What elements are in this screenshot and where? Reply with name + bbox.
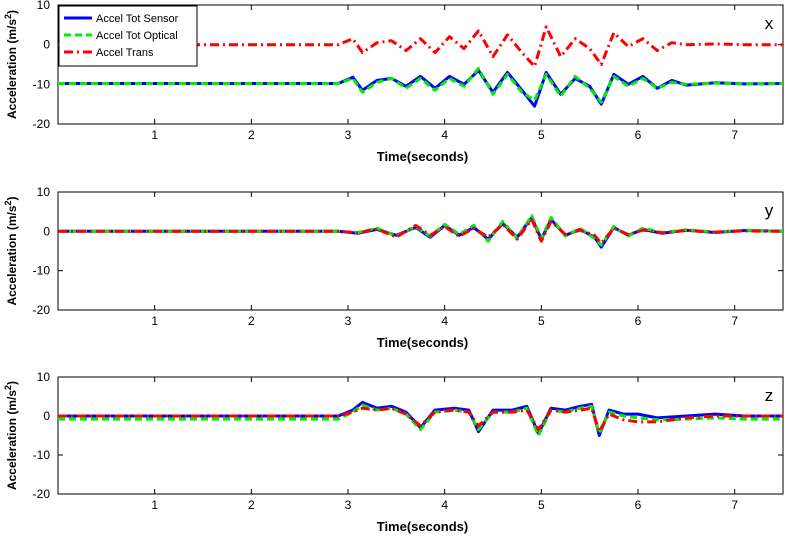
y-axis-label: Acceleration (m/s2) [3, 196, 19, 305]
x-tick-label: 1 [151, 498, 158, 512]
y-tick-label: -20 [33, 117, 51, 131]
x-tick-label: 7 [731, 498, 738, 512]
y-tick-label: -20 [33, 303, 51, 317]
plot-frame [57, 376, 784, 495]
legend-entry: Accel Tot Optical [96, 30, 178, 42]
x-tick-label: 3 [345, 498, 352, 512]
x-tick-label: 4 [441, 128, 448, 142]
y-tick-label: -20 [33, 487, 51, 501]
x-tick-label: 5 [538, 314, 545, 328]
series-line-accel-trans [58, 406, 783, 434]
x-axis-label: Time(seconds) [377, 335, 469, 350]
panel-label: y [765, 201, 774, 220]
series-line-accel-tot-optical [58, 67, 783, 104]
x-tick-label: 7 [731, 128, 738, 142]
y-tick-label: 10 [37, 185, 51, 199]
x-tick-label: 5 [538, 128, 545, 142]
x-axis-label: Time(seconds) [377, 149, 469, 164]
x-tick-label: 4 [441, 498, 448, 512]
x-axis-label: Time(seconds) [377, 519, 469, 534]
y-axis-label: Acceleration (m/s2) [3, 10, 19, 119]
y-tick-label: -10 [33, 264, 51, 278]
x-tick-label: 1 [151, 128, 158, 142]
x-tick-label: 3 [345, 128, 352, 142]
x-tick-label: 2 [248, 498, 255, 512]
y-tick-label: -10 [33, 77, 51, 91]
y-tick-label: 0 [43, 38, 50, 52]
series-line-accel-tot-optical [58, 403, 783, 437]
plot-frame [57, 191, 784, 311]
x-tick-label: 6 [635, 128, 642, 142]
x-tick-label: 7 [731, 314, 738, 328]
x-tick-label: 1 [151, 314, 158, 328]
x-tick-label: 5 [538, 498, 545, 512]
series-line-accel-trans [58, 25, 783, 68]
x-tick-label: 4 [441, 314, 448, 328]
series-line-accel-trans [58, 218, 783, 245]
panel-label: x [765, 14, 774, 33]
y-tick-label: -10 [33, 448, 51, 462]
y-tick-label: 0 [43, 409, 50, 423]
y-axis-label: Acceleration (m/s2) [3, 381, 19, 490]
panel-label: z [765, 386, 774, 405]
legend-entry: Accel Tot Sensor [96, 13, 179, 25]
panel-y: 1 2 3 4 5 6 7 -20 -10 0 10 Time(seconds) Acceleratio… [3, 185, 784, 350]
panel-x: 1 2 3 4 5 6 7 -20 -10 0 10 Time(seconds) Acceleratio… [3, 0, 784, 164]
x-tick-label: 6 [635, 314, 642, 328]
y-tick-label: 10 [37, 0, 51, 12]
x-tick-label: 2 [248, 314, 255, 328]
y-tick-label: 10 [37, 370, 51, 384]
legend-entry: Accel Trans [96, 47, 154, 59]
x-tick-label: 6 [635, 498, 642, 512]
panel-z: 1 2 3 4 5 6 7 -20 -10 0 10 Time(seconds) Acceleratio… [3, 370, 784, 534]
y-tick-label: 0 [43, 224, 50, 238]
x-tick-label: 2 [248, 128, 255, 142]
x-tick-label: 3 [345, 314, 352, 328]
